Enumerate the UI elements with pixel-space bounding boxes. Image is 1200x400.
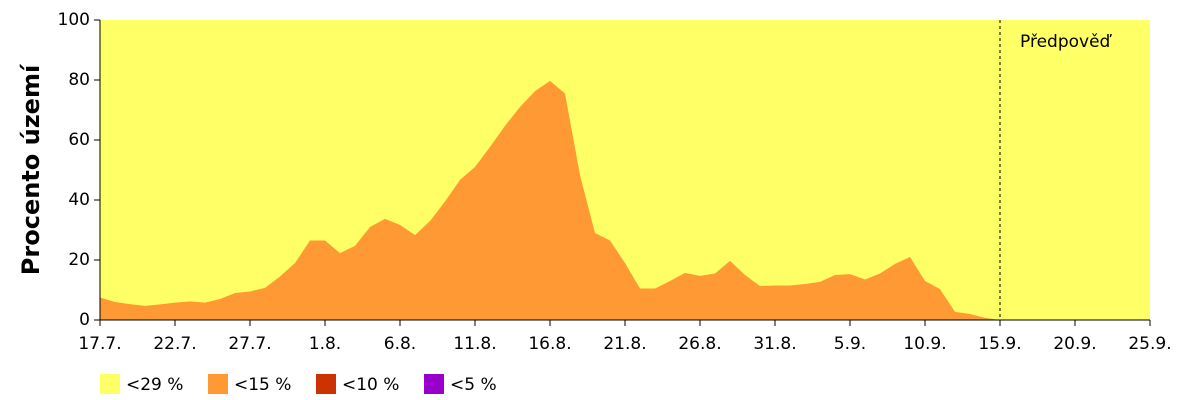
y-axis-label: Procento území [17,63,45,275]
x-tick-label: 6.8. [384,334,416,354]
x-tick-label: 21.8. [603,334,646,354]
x-tick-label: 5.9. [834,334,866,354]
x-tick-label: 31.8. [753,334,796,354]
x-tick-label: 22.7. [153,334,196,354]
x-tick-label: 11.8. [453,334,496,354]
x-tick-label: 16.8. [528,334,571,354]
y-tick-label: 0 [79,310,90,330]
y-tick-label: 40 [68,190,90,210]
y-tick-label: 80 [68,70,90,90]
legend-label: <10 % [342,375,399,395]
x-tick-label: 27.7. [228,334,271,354]
x-tick-label: 15.9. [978,334,1021,354]
legend-swatch [100,374,120,394]
legend-swatch [424,374,444,394]
x-tick-label: 26.8. [678,334,721,354]
legend-swatch [208,374,228,394]
x-tick-label: 10.9. [903,334,946,354]
legend-label: <29 % [126,375,183,395]
y-tick-label: 60 [68,130,90,150]
x-tick-label: 20.9. [1053,334,1096,354]
legend-swatch [316,374,336,394]
x-tick-label: 1.8. [309,334,341,354]
forecast-label: Předpověď [1020,32,1113,52]
x-tick-label: 17.7. [78,334,121,354]
y-tick-label: 20 [68,250,90,270]
legend-label: <5 % [450,375,497,395]
area [100,80,1000,321]
y-tick-label: 100 [58,10,90,30]
x-tick-label: 25.9. [1128,334,1171,354]
legend-label: <15 % [234,375,291,395]
